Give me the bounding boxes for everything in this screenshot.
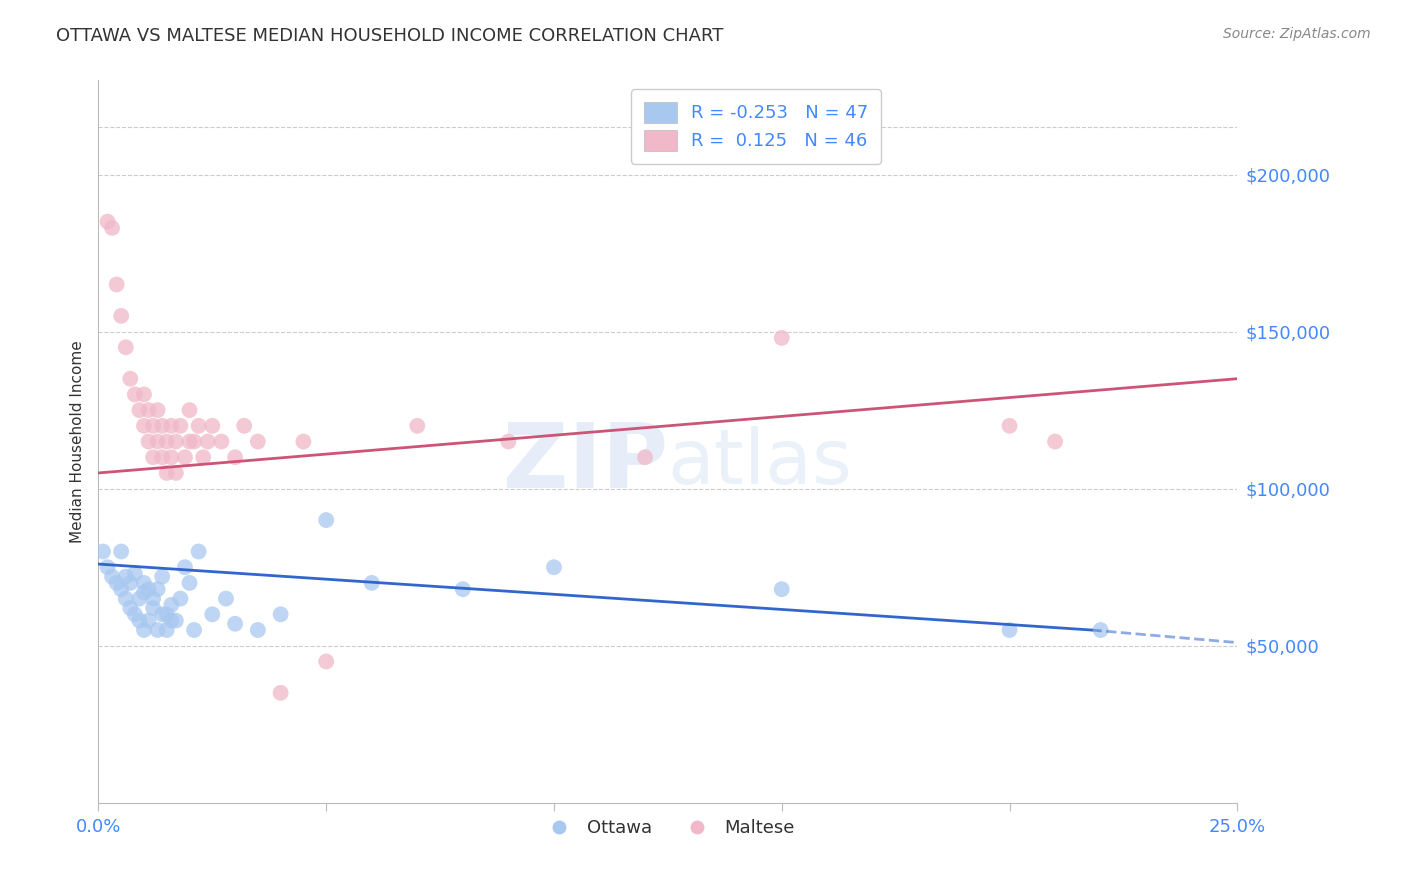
Point [120, 575, 142, 590]
Point [187, 418, 209, 433]
Point [132, 387, 155, 401]
Point [634, 450, 657, 465]
Point [105, 277, 128, 292]
Point [270, 686, 292, 700]
Point [110, 582, 132, 597]
Text: ZIP: ZIP [503, 419, 668, 508]
Point [179, 403, 201, 417]
Point [179, 434, 201, 449]
Point [146, 434, 169, 449]
Point [146, 403, 169, 417]
Point [110, 544, 132, 558]
Point [142, 450, 165, 465]
Point [215, 591, 238, 606]
Text: Source: ZipAtlas.com: Source: ZipAtlas.com [1223, 27, 1371, 41]
Point [165, 614, 187, 628]
Point [451, 582, 474, 597]
Point [315, 513, 337, 527]
Text: atlas: atlas [668, 426, 852, 500]
Point [138, 403, 160, 417]
Point [128, 614, 150, 628]
Point [315, 655, 337, 669]
Point [224, 616, 246, 631]
Point [770, 331, 793, 345]
Point [132, 575, 155, 590]
Point [201, 418, 224, 433]
Point [224, 450, 246, 465]
Point [174, 560, 197, 574]
Point [101, 569, 124, 583]
Point [91, 544, 114, 558]
Point [183, 434, 205, 449]
Point [96, 560, 118, 574]
Point [114, 591, 136, 606]
Point [160, 614, 183, 628]
Point [406, 418, 429, 433]
Point [132, 585, 155, 599]
Point [105, 575, 128, 590]
Point [770, 582, 793, 597]
Point [120, 372, 142, 386]
Point [160, 598, 183, 612]
Point [132, 623, 155, 637]
Point [128, 403, 150, 417]
Point [150, 450, 173, 465]
Legend: Ottawa, Maltese: Ottawa, Maltese [534, 812, 801, 845]
Point [120, 601, 142, 615]
Point [156, 607, 179, 622]
Point [165, 434, 187, 449]
Point [114, 340, 136, 354]
Point [998, 418, 1021, 433]
Point [150, 607, 173, 622]
Point [138, 614, 160, 628]
Point [1090, 623, 1112, 637]
Point [132, 418, 155, 433]
Point [114, 569, 136, 583]
Point [146, 623, 169, 637]
Point [183, 623, 205, 637]
Point [174, 450, 197, 465]
Point [110, 309, 132, 323]
Point [124, 566, 146, 581]
Point [233, 418, 256, 433]
Point [160, 418, 183, 433]
Point [138, 582, 160, 597]
Point [96, 214, 118, 228]
Point [165, 466, 187, 480]
Point [197, 434, 219, 449]
Point [150, 418, 173, 433]
Point [128, 591, 150, 606]
Point [169, 418, 191, 433]
Point [156, 623, 179, 637]
Point [156, 434, 179, 449]
Point [543, 560, 565, 574]
Point [270, 607, 292, 622]
Point [498, 434, 520, 449]
Point [156, 466, 179, 480]
Point [101, 221, 124, 235]
Point [998, 623, 1021, 637]
Point [1043, 434, 1066, 449]
Point [246, 623, 269, 637]
Point [138, 434, 160, 449]
Point [193, 450, 215, 465]
Point [201, 607, 224, 622]
Point [292, 434, 315, 449]
Text: OTTAWA VS MALTESE MEDIAN HOUSEHOLD INCOME CORRELATION CHART: OTTAWA VS MALTESE MEDIAN HOUSEHOLD INCOM… [56, 27, 724, 45]
Point [124, 607, 146, 622]
Point [187, 544, 209, 558]
Point [142, 418, 165, 433]
Point [142, 601, 165, 615]
Point [150, 569, 173, 583]
Point [246, 434, 269, 449]
Point [360, 575, 382, 590]
Point [146, 582, 169, 597]
Point [209, 434, 232, 449]
Y-axis label: Median Household Income: Median Household Income [70, 340, 86, 543]
Point [142, 591, 165, 606]
Point [124, 387, 146, 401]
Point [160, 450, 183, 465]
Point [179, 575, 201, 590]
Point [169, 591, 191, 606]
